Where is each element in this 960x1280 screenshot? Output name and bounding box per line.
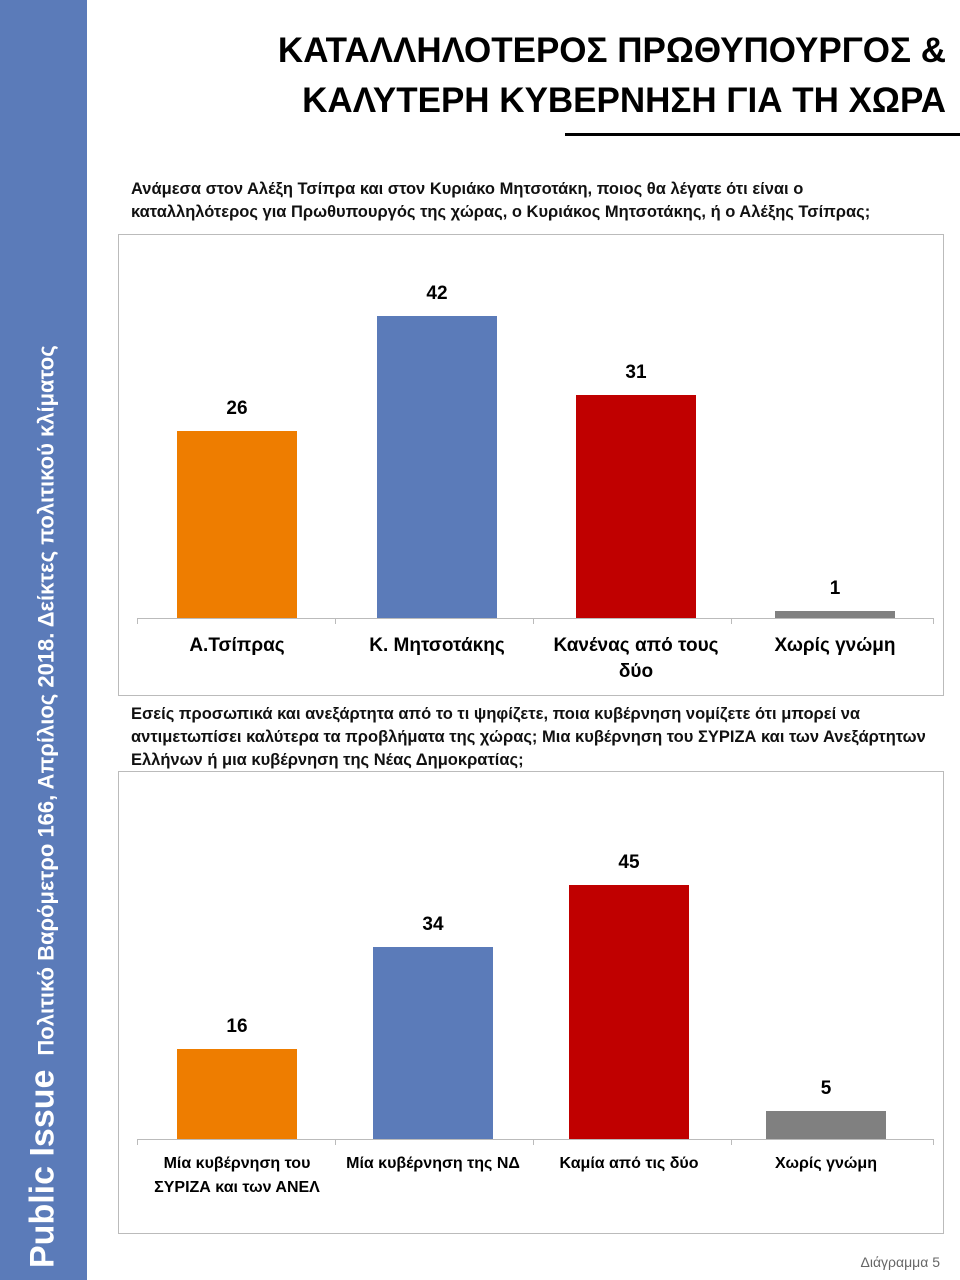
category-label: Χωρίς γνώμη xyxy=(775,1155,877,1172)
bar xyxy=(775,610,895,618)
category-label: Κανένας από τους δύο xyxy=(553,635,719,682)
x-axis-tick xyxy=(933,1139,934,1145)
chart-2: 16 Μία κυβέρνηση του ΣΥΡΙΖΑ και των ΑΝΕΛ 3… xyxy=(118,771,944,1234)
chart-1-question: Ανάμεσα στον Αλέξη Τσίπρα και στον Κυριά… xyxy=(131,180,871,221)
data-label: 45 xyxy=(618,851,640,873)
x-axis-tick xyxy=(137,618,138,624)
chart-2-question: Εσείς προσωπικά και ανεξάρτητα από το τι… xyxy=(131,705,926,769)
x-axis-tick xyxy=(533,1139,534,1145)
sidebar-text: Public Issue Πολιτικό Βαρόμετρο 166, Απρί… xyxy=(24,345,63,1268)
bar xyxy=(177,1048,297,1139)
bar xyxy=(576,394,696,618)
bar xyxy=(569,884,689,1139)
x-axis-tick xyxy=(731,1139,732,1145)
x-axis xyxy=(137,1139,933,1140)
page-title: ΚΑΤΑΛΛΗΛΟΤΕΡΟΣ ΠΡΩΘΥΠΟΥΡΓΟΣ & ΚΑΛΥΤΕΡΗ Κ… xyxy=(278,26,946,126)
sidebar-subtitle: Πολιτικό Βαρόμετρο 166, Απρίλιος 2018. Δ… xyxy=(33,345,59,1056)
data-label: 5 xyxy=(820,1077,832,1099)
x-axis-tick xyxy=(137,1139,138,1145)
chart-1: 26 Α.Τσίπρας 42 Κ. Μητσοτάκης 31 Κανένας από … xyxy=(118,234,944,696)
data-label: 16 xyxy=(226,1015,248,1037)
category-label: Χωρίς γνώμη xyxy=(774,635,896,656)
brand-logo-text: Public Issue xyxy=(23,1069,62,1268)
title-line-2: ΚΑΛΥΤΕΡΗ ΚΥΒΕΡΝΗΣΗ ΓΙΑ ΤΗ ΧΩΡΑ xyxy=(302,81,946,120)
x-axis-tick xyxy=(335,1139,336,1145)
x-axis-tick xyxy=(933,618,934,624)
category-label: Μία κυβέρνηση της ΝΔ xyxy=(346,1155,520,1172)
x-axis xyxy=(137,618,933,619)
x-axis-tick xyxy=(533,618,534,624)
bar xyxy=(177,430,297,618)
data-label: 34 xyxy=(422,913,444,935)
data-label: 31 xyxy=(625,361,647,383)
diagram-number: Διάγραμμα 5 xyxy=(860,1254,940,1270)
bar xyxy=(377,315,497,618)
category-label: Μία κυβέρνηση του ΣΥΡΙΖΑ και των ΑΝΕΛ xyxy=(154,1155,320,1196)
category-label: Α.Τσίπρας xyxy=(189,635,285,656)
data-label: 26 xyxy=(226,397,248,419)
x-axis-tick xyxy=(335,618,336,624)
data-label: 42 xyxy=(426,282,448,304)
title-line-1: ΚΑΤΑΛΛΗΛΟΤΕΡΟΣ ΠΡΩΘΥΠΟΥΡΓΟΣ & xyxy=(277,31,946,70)
category-label: Καμία από τις δύο xyxy=(559,1155,699,1172)
category-label: Κ. Μητσοτάκης xyxy=(369,635,505,656)
x-axis-tick xyxy=(731,618,732,624)
sidebar: Public Issue Πολιτικό Βαρόμετρο 166, Απρί… xyxy=(0,0,87,1280)
data-label: 1 xyxy=(829,577,841,599)
bar xyxy=(766,1110,886,1139)
bar xyxy=(373,946,493,1139)
title-underline xyxy=(565,133,960,136)
